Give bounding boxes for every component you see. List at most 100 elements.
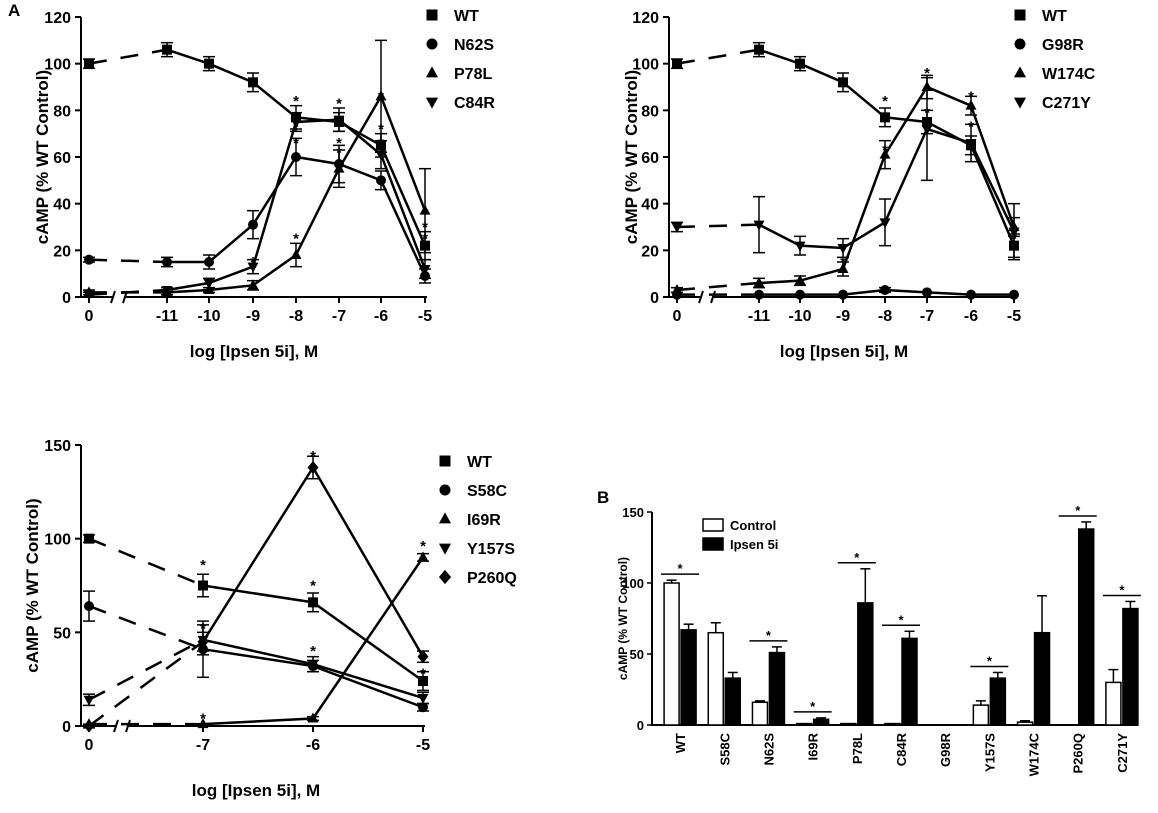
data-point <box>419 265 431 275</box>
data-point <box>204 257 214 267</box>
x-tick-label: -7 <box>196 737 210 754</box>
data-point <box>333 162 345 173</box>
series-n62s <box>83 137 431 284</box>
data-point <box>84 254 94 265</box>
legend-marker <box>1013 97 1027 109</box>
series-break-connector <box>676 281 760 292</box>
series-w174c <box>671 74 1020 294</box>
data-point <box>419 204 431 215</box>
significance-star: * <box>766 628 772 643</box>
x-tick-label: -6 <box>306 737 320 754</box>
category-label: C84R <box>894 732 909 766</box>
significance-star: * <box>293 135 299 152</box>
y-tick-label: 100 <box>44 532 71 549</box>
axis-break-mark <box>125 719 131 733</box>
legend-marker <box>425 66 439 78</box>
data-point <box>197 718 209 729</box>
data-point <box>84 533 94 544</box>
significance-star: * <box>882 93 888 110</box>
series-c271y <box>671 76 1020 261</box>
significance-star: * <box>200 621 206 638</box>
y-tick-label: 0 <box>62 290 71 307</box>
data-point <box>197 635 209 649</box>
bar-control <box>795 722 813 726</box>
bar-ipsen-5i <box>1033 631 1051 726</box>
y-tick-label: 40 <box>641 197 659 214</box>
x-tick-label: -5 <box>418 308 432 325</box>
x-tick-label: -7 <box>920 308 934 325</box>
x-tick-label: -6 <box>964 308 978 325</box>
x-tick-label: 0 <box>85 308 94 325</box>
panel-a-label: A <box>8 1 20 20</box>
data-point <box>161 286 173 296</box>
axis-break-mark <box>710 290 716 304</box>
data-point <box>837 263 849 273</box>
x-tick-label: -8 <box>878 308 892 325</box>
series-break-connector <box>88 537 204 587</box>
significance-star: * <box>1119 582 1125 597</box>
bar-control <box>1105 681 1122 726</box>
data-point <box>83 719 95 733</box>
significance-star: * <box>898 612 904 627</box>
legend-marker <box>439 484 451 496</box>
x-axis-title: log [Ipsen 5i], M <box>780 342 908 361</box>
legend-label: C84R <box>454 95 495 112</box>
bar-ipsen-5i <box>857 602 874 726</box>
category-label: P260Q <box>1071 733 1086 773</box>
bar-control <box>751 701 769 726</box>
data-point <box>291 152 301 162</box>
x-tick-label: -10 <box>788 308 811 325</box>
series-break-connector <box>88 604 204 651</box>
data-point <box>794 241 806 252</box>
data-point <box>417 650 429 664</box>
data-point <box>376 175 386 186</box>
series-p260q <box>83 455 429 733</box>
bar-control <box>663 582 680 726</box>
legend-label: WT <box>454 8 479 25</box>
data-point <box>418 702 428 713</box>
y-axis-title: cAMP (% WT Control) <box>622 70 641 244</box>
y-tick-label: 40 <box>53 197 71 214</box>
series-break-connector <box>676 48 760 65</box>
significance-star: * <box>378 149 384 166</box>
legend-label-control: Control <box>730 518 776 533</box>
y-tick-label: 100 <box>632 57 659 74</box>
chart-panel-b: Control Ipsen 5i 0 50 100 150 cAMP (% WT Con… <box>616 503 1141 776</box>
y-tick-label: 150 <box>622 505 644 520</box>
legend-marker <box>438 569 452 585</box>
x-tick-label: -7 <box>332 308 346 325</box>
x-axis-title: log [Ipsen 5i], M <box>190 342 318 361</box>
data-point <box>966 289 976 300</box>
significance-star: * <box>378 88 384 105</box>
legend-marker <box>1013 66 1027 78</box>
category-label: C271Y <box>1115 733 1130 773</box>
x-tick-label: -5 <box>1007 308 1021 325</box>
significance-star: * <box>378 121 384 138</box>
bar-control <box>972 704 990 726</box>
chart-panel-a-right: 0 20 40 60 80 100 120 0 -11 -10 -9 -8 -7 -6 -5 cAMP (% … <box>622 8 1096 361</box>
category-label: I69R <box>806 732 821 760</box>
significance-star: * <box>840 254 846 271</box>
data-point <box>307 712 319 723</box>
y-tick-label: 0 <box>62 719 71 736</box>
legend-label: Y157S <box>467 541 515 558</box>
legend-label: W174C <box>1042 66 1096 83</box>
data-point <box>248 219 258 230</box>
data-point <box>247 262 259 273</box>
legend-marker <box>425 97 439 109</box>
series-break-connector <box>88 258 168 264</box>
data-point <box>333 115 345 126</box>
legend-marker <box>1014 9 1026 21</box>
legend-label: I69R <box>467 512 501 529</box>
significance-star: * <box>924 65 930 82</box>
significance-star: * <box>293 93 299 110</box>
significance-star: * <box>336 144 342 161</box>
data-point <box>794 274 806 285</box>
y-axis-title: cAMP (% WT Control) <box>616 557 630 680</box>
y-tick-label: 150 <box>44 438 71 455</box>
data-point <box>754 289 764 300</box>
series-break-connector <box>88 638 204 701</box>
significance-star: * <box>422 219 428 236</box>
y-tick-label: 60 <box>641 150 659 167</box>
significance-star: * <box>968 88 974 105</box>
